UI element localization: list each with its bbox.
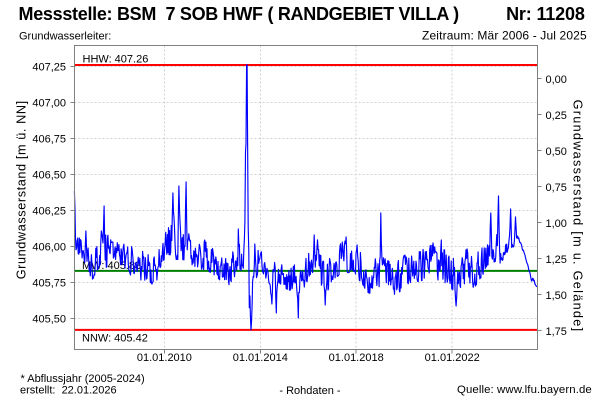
svg-text:407,00: 407,00 (32, 97, 66, 109)
svg-text:01.01.2022: 01.01.2022 (425, 352, 480, 364)
svg-text:1,00: 1,00 (546, 218, 567, 230)
svg-text:Grundwasserstand [m u. Gelände: Grundwasserstand [m u. Gelände] (571, 100, 585, 332)
svg-text:erstellt: 22.01.2026: erstellt: 22.01.2026 (20, 384, 117, 396)
svg-text:405,75: 405,75 (32, 277, 66, 289)
svg-text:01.01.2014: 01.01.2014 (233, 352, 288, 364)
svg-text:0,00: 0,00 (546, 74, 567, 86)
svg-text:1,75: 1,75 (546, 326, 567, 338)
svg-text:01.01.2010: 01.01.2010 (137, 352, 192, 364)
svg-text:406,00: 406,00 (32, 241, 66, 253)
svg-text:406,25: 406,25 (32, 205, 66, 217)
svg-text:406,50: 406,50 (32, 169, 66, 181)
svg-text:Grundwasserstand [m ü. NN]: Grundwasserstand [m ü. NN] (15, 101, 29, 280)
svg-text:01.01.2018: 01.01.2018 (329, 352, 384, 364)
svg-text:- Rohdaten -: - Rohdaten - (279, 385, 340, 397)
svg-text:406,75: 406,75 (32, 133, 66, 145)
svg-text:Messstelle: BSM 7 SOB HWF ( R: Messstelle: BSM 7 SOB HWF ( RANDGEBIET V… (19, 4, 460, 24)
svg-text:1,25: 1,25 (546, 254, 567, 266)
svg-text:Nr: 11208: Nr: 11208 (506, 4, 585, 24)
svg-text:Quelle: www.lfu.bayern.de: Quelle: www.lfu.bayern.de (457, 384, 592, 396)
svg-text:Grundwasserleiter:: Grundwasserleiter: (19, 31, 111, 43)
svg-text:* Abflussjahr (2005-2024): * Abflussjahr (2005-2024) (21, 373, 145, 385)
svg-text:407,25: 407,25 (32, 61, 66, 73)
svg-text:NNW: 405.42: NNW: 405.42 (82, 333, 148, 345)
svg-text:405,50: 405,50 (32, 313, 66, 325)
svg-text:0,25: 0,25 (546, 110, 567, 122)
svg-text:0,50: 0,50 (546, 146, 567, 158)
svg-text:0,75: 0,75 (546, 182, 567, 194)
svg-text:1,50: 1,50 (546, 290, 567, 302)
svg-text:Zeitraum: Mär 2006 - Jul 2025: Zeitraum: Mär 2006 - Jul 2025 (422, 29, 587, 43)
svg-text:HHW: 407.26: HHW: 407.26 (83, 54, 149, 66)
